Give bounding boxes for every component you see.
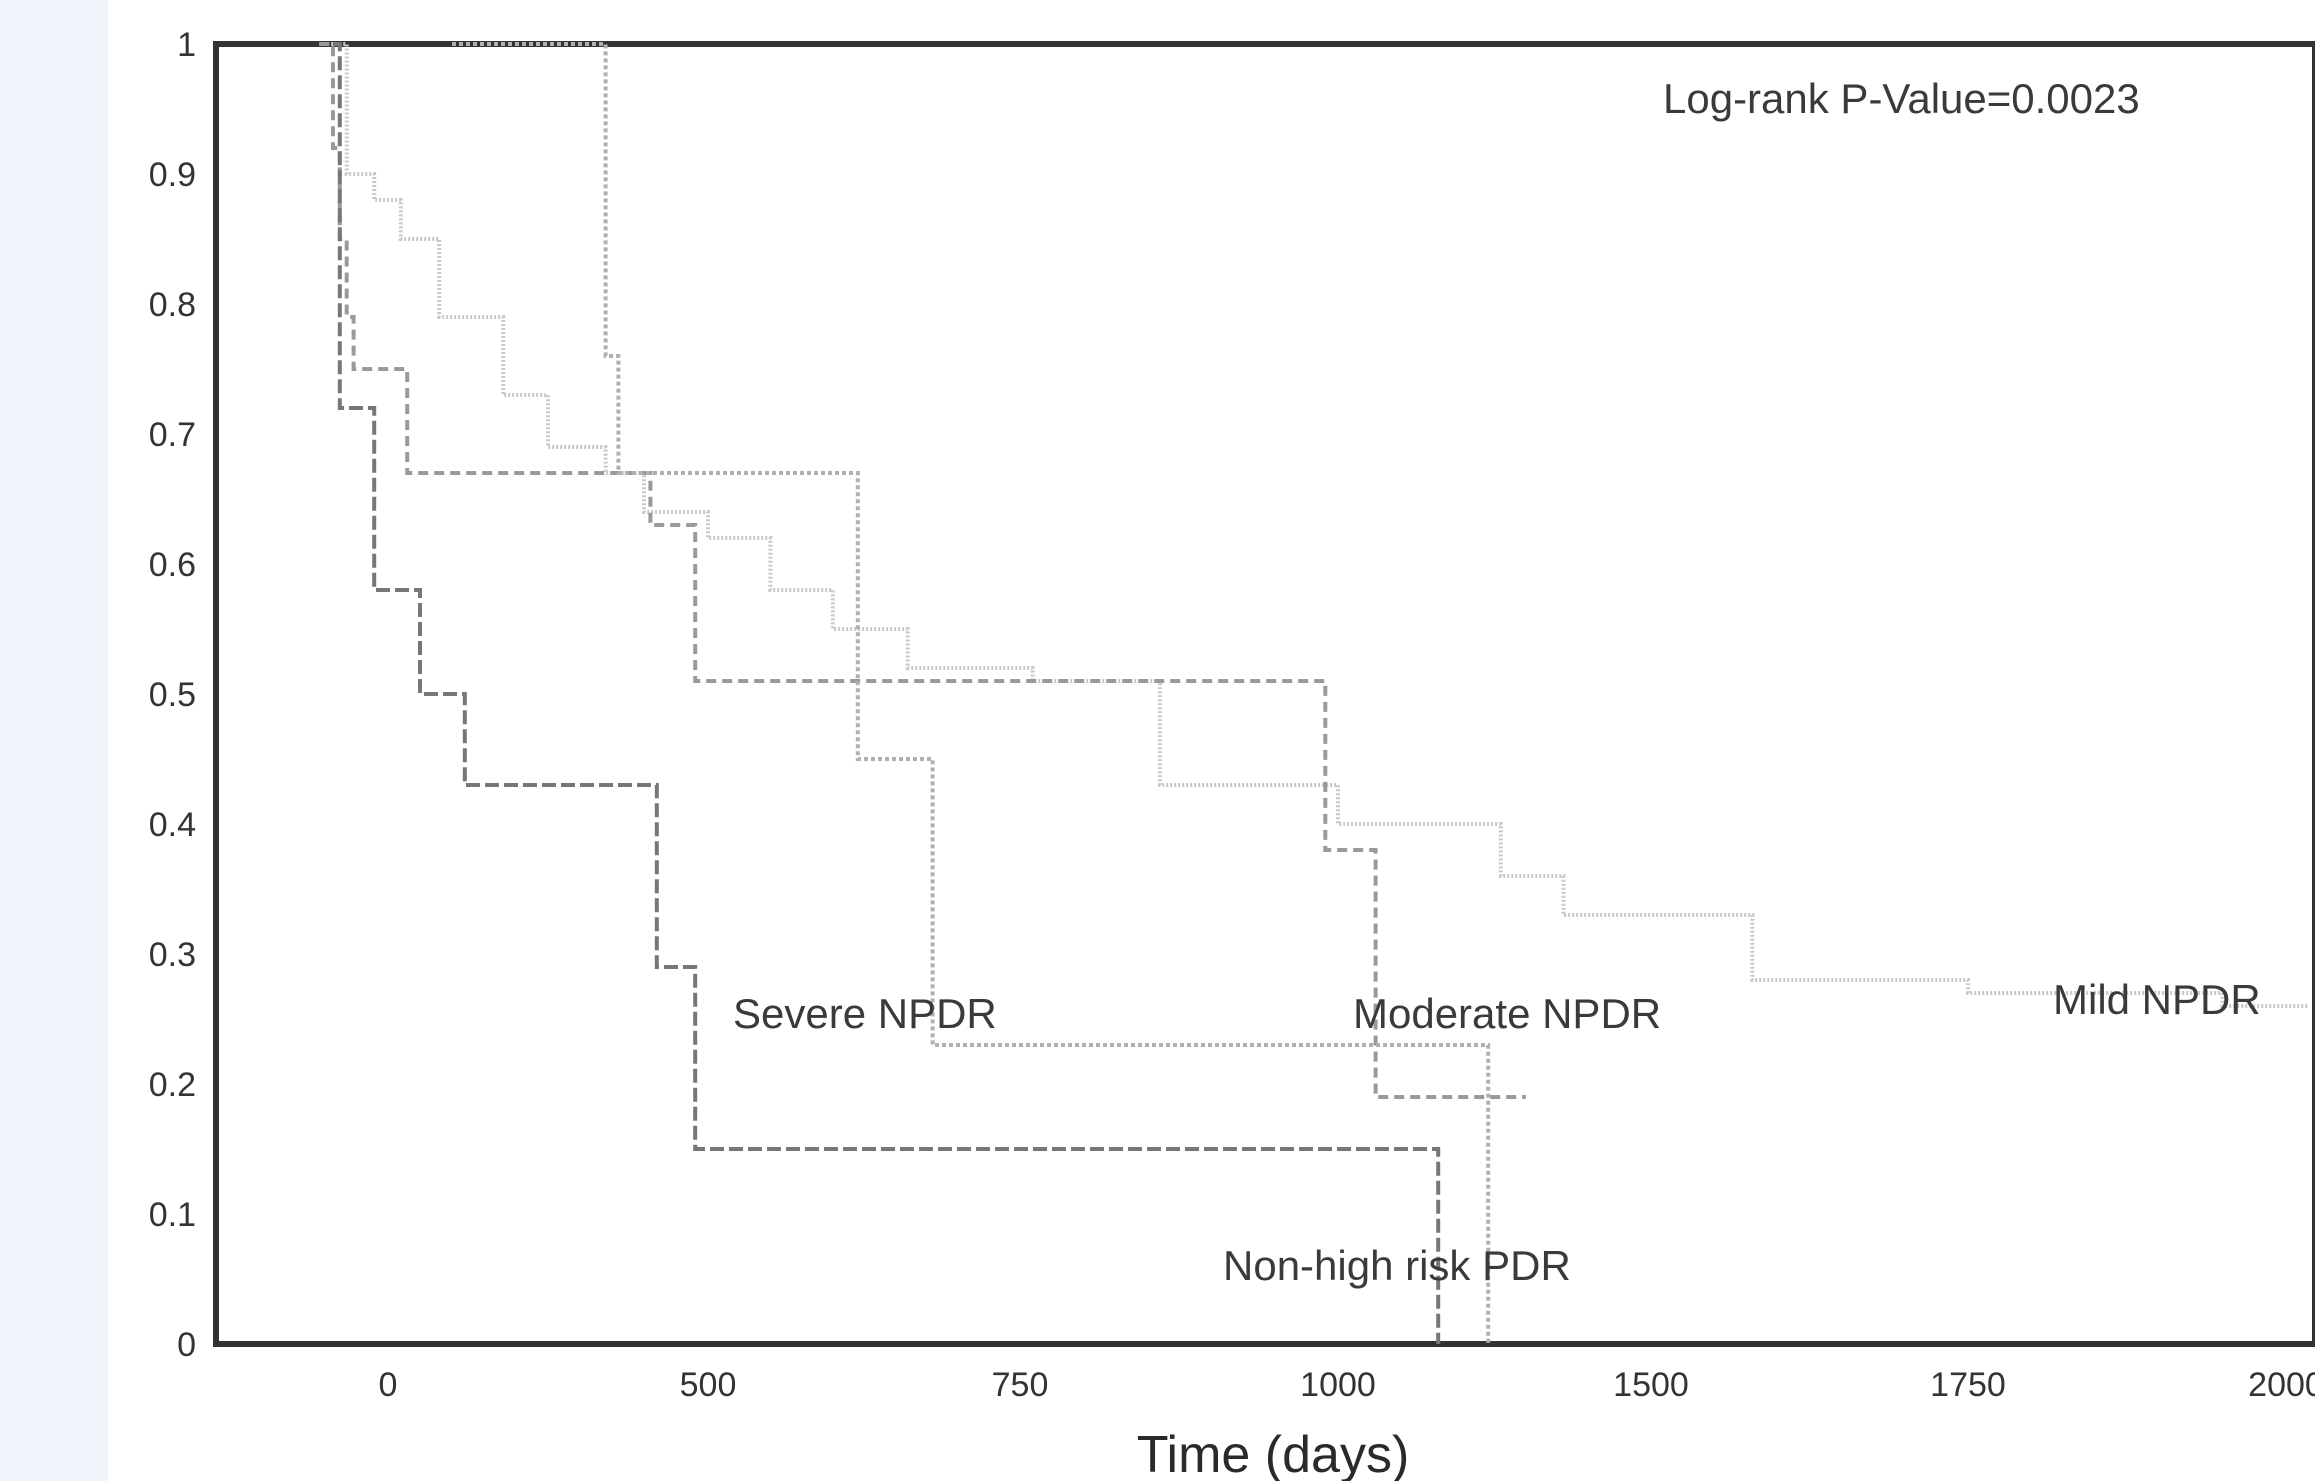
x-tick-label: 1750 — [1930, 1366, 2006, 1404]
x-tick-label: 2000 — [2248, 1366, 2315, 1404]
curves-layer — [319, 42, 2308, 1344]
series-label-moderate-npdr: Moderate NPDR — [1353, 990, 1661, 1037]
y-tick-label: 0.9 — [149, 156, 196, 194]
y-tick-label: 0.6 — [149, 546, 196, 584]
y-tick-label: 1 — [177, 26, 196, 64]
series-curve-mild-npdr — [319, 42, 2308, 1008]
series-curve-severe-npdr — [452, 42, 1491, 1344]
y-tick-label: 0.7 — [149, 416, 196, 454]
log-rank-annotation: Log-rank P-Value=0.0023 — [1663, 75, 2140, 122]
x-tick-label: 1000 — [1300, 1366, 1376, 1404]
y-tick-label: 0.4 — [149, 806, 196, 844]
y-tick-label: 0.2 — [149, 1066, 196, 1104]
x-tick-layer: 0 500 750 1000 1500 1750 2000 — [379, 1366, 2315, 1404]
y-tick-label: 0.5 — [149, 676, 196, 714]
x-axis-title: Time (days) — [1137, 1426, 1410, 1481]
series-label-mild-npdr: Mild NPDR — [2053, 976, 2261, 1023]
figure-area: 0 0.1 0.2 0.3 0.4 0.5 0.6 0.7 0.8 0.9 1 0 500 750 100… — [108, 0, 2315, 1481]
y-tick-label: 0.3 — [149, 936, 196, 974]
series-label-severe-npdr: Severe NPDR — [733, 990, 997, 1037]
x-tick-label: 0 — [379, 1366, 398, 1404]
x-tick-label: 500 — [680, 1366, 737, 1404]
y-tick-label: 0 — [177, 1326, 196, 1364]
plot-frame — [213, 41, 2315, 1347]
survival-chart: 0 0.1 0.2 0.3 0.4 0.5 0.6 0.7 0.8 0.9 1 0 500 750 100… — [149, 26, 2315, 1481]
y-tick-label: 0.1 — [149, 1196, 196, 1234]
x-tick-label: 750 — [992, 1366, 1049, 1404]
y-tick-layer: 0 0.1 0.2 0.3 0.4 0.5 0.6 0.7 0.8 0.9 1 — [149, 26, 196, 1364]
y-tick-label: 0.8 — [149, 286, 196, 324]
x-tick-label: 1500 — [1613, 1366, 1689, 1404]
series-curve-non-high-risk-pdr — [333, 42, 1441, 1344]
series-curve-moderate-npdr — [319, 42, 1526, 1099]
series-label-non-high-risk-pdr: Non-high risk PDR — [1223, 1242, 1571, 1289]
